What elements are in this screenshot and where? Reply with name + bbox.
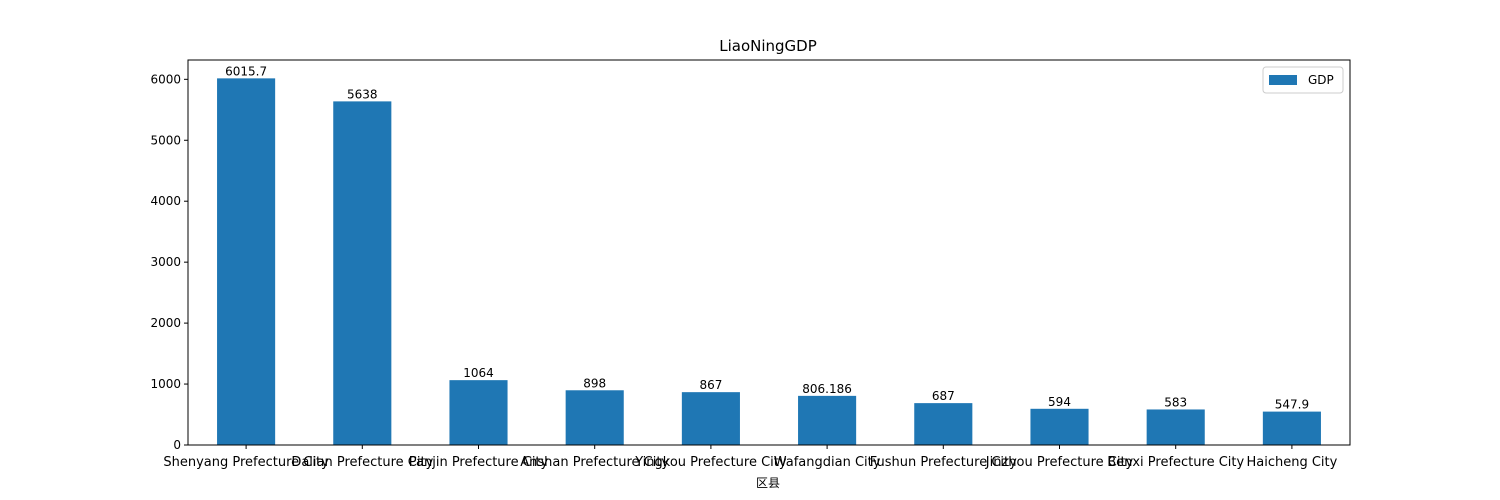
y-tick-label-5: 5000 (150, 133, 181, 147)
legend-label-gdp: GDP (1308, 73, 1334, 87)
y-tick-label-6: 6000 (150, 72, 181, 86)
bar-5 (798, 395, 857, 445)
x-tick-label-2: Panjin Prefecture City (409, 455, 549, 470)
bar-value-label-7: 594 (1048, 395, 1071, 409)
x-tick-label-7: Jinzhou Prefecture City (985, 455, 1134, 470)
bar-1 (333, 101, 392, 445)
x-tick-label-0: Shenyang Prefecture City (163, 455, 329, 470)
bar-value-label-0: 6015.7 (225, 64, 267, 78)
bar-7 (1030, 408, 1089, 445)
bar-value-label-1: 5638 (347, 87, 378, 101)
bar-value-label-3: 898 (583, 376, 606, 390)
y-tick-label-0: 0 (173, 438, 181, 452)
x-axis-label: 区县 (756, 476, 780, 490)
bar-value-label-5: 806.186 (802, 382, 852, 396)
y-tick-label-2: 2000 (150, 316, 181, 330)
bar-8 (1146, 409, 1205, 445)
bar-value-labels: 6015.7 5638 1064 898 867 806.186 687 594 583 547.… (225, 64, 1309, 411)
x-tick-label-6: Fushun Prefecture City (870, 455, 1017, 470)
bar-value-label-6: 687 (932, 389, 955, 403)
y-tick-label-1: 1000 (150, 377, 181, 391)
bar-value-label-4: 867 (699, 378, 722, 392)
bar-6 (914, 403, 973, 445)
bar-9 (1262, 411, 1321, 445)
x-tick-label-8: Benxi Prefecture City (1107, 455, 1244, 470)
x-tick-label-1: Dalian Prefecture City (291, 455, 433, 470)
legend-swatch-gdp (1269, 75, 1297, 85)
bar-0 (217, 78, 276, 446)
plot-frame (187, 59, 1351, 446)
bar-value-label-8: 583 (1164, 395, 1187, 409)
y-tick-label-3: 3000 (150, 255, 181, 269)
y-axis: 0 1000 2000 3000 4000 5000 6000 (150, 72, 188, 452)
y-tick-label-4: 4000 (150, 194, 181, 208)
legend-box (1262, 66, 1344, 94)
x-tick-label-3: Anshan Prefecture City (520, 455, 669, 470)
chart-title: LiaoNingGDP (719, 37, 817, 55)
bar-value-label-9: 547.9 (1275, 398, 1309, 412)
legend: GDP (1262, 66, 1344, 94)
x-tick-label-4: Yingkou Prefecture City (634, 455, 787, 470)
x-tick-label-5: Wafangdian City (774, 455, 881, 470)
bar-value-label-2: 1064 (463, 366, 494, 380)
bars-layer (217, 78, 1321, 446)
bar-4 (681, 392, 740, 445)
x-tick-label-9: Haicheng City (1246, 455, 1337, 470)
bar-3 (565, 390, 624, 445)
bar-2 (449, 380, 508, 445)
